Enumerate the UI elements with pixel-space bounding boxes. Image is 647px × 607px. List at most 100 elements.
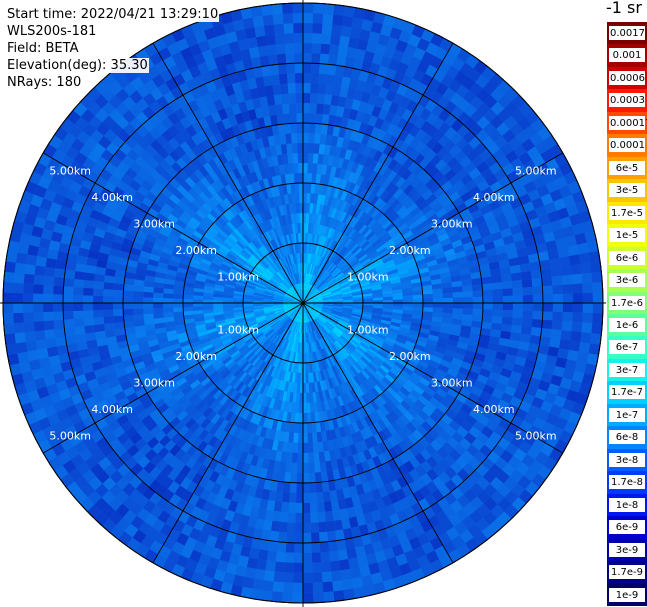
backscatter-cell [364,265,375,273]
backscatter-cell [327,319,337,327]
backscatter-cell [295,303,303,310]
backscatter-cell [160,346,172,355]
backscatter-cell [312,300,323,303]
backscatter-cell [315,421,322,433]
backscatter-cell [407,187,419,199]
backscatter-cell [452,291,463,298]
backscatter-cell [291,372,296,383]
backscatter-cell [266,44,277,56]
backscatter-cell [430,325,441,333]
backscatter-cell [213,299,223,303]
backscatter-cell [303,113,310,124]
backscatter-cell [382,256,393,264]
backscatter-cell [253,466,262,478]
backscatter-cell [153,312,164,319]
backscatter-cell [303,303,313,307]
backscatter-cell [130,349,142,359]
backscatter-cell [253,214,261,226]
backscatter-cell [309,274,314,285]
backscatter-cell [397,373,409,383]
backscatter-cell [361,394,371,405]
backscatter-cell [324,249,332,259]
backscatter-cell [271,520,280,532]
backscatter-cell [296,284,300,294]
backscatter-cell [318,521,327,533]
backscatter-cell [444,408,457,420]
backscatter-cell [294,223,299,234]
backscatter-cell [382,144,393,156]
backscatter-cell [33,312,44,322]
backscatter-cell [175,323,186,330]
backscatter-cell [255,370,263,381]
backscatter-cell [330,398,337,409]
backscatter-cell [346,434,355,446]
backscatter-cell [152,243,164,252]
backscatter-cell [481,276,492,285]
backscatter-cell [220,186,231,198]
backscatter-cell [303,300,313,303]
backscatter-cell [452,303,463,309]
backscatter-cell [332,306,343,309]
backscatter-cell [307,342,310,353]
backscatter-cell [333,407,341,419]
backscatter-cell [381,178,392,190]
backscatter-cell [184,224,196,235]
backscatter-cell [261,136,270,148]
backscatter-cell [94,323,105,333]
backscatter-cell [311,422,317,433]
backscatter-cell [280,316,289,324]
backscatter-cell [249,355,258,365]
backscatter-cell [380,120,391,133]
backscatter-cell [275,389,282,400]
backscatter-cell [220,335,232,343]
backscatter-cell [233,298,244,301]
backscatter-cell [229,389,239,401]
backscatter-cell [289,203,294,214]
backscatter-cell [340,190,348,201]
backscatter-cell [342,382,350,393]
backscatter-cell [153,287,164,294]
backscatter-cell [176,267,188,274]
backscatter-cell [342,296,353,299]
backscatter-cell [273,305,284,308]
backscatter-cell [292,331,296,342]
backscatter-cell [327,439,335,451]
backscatter-cell [462,291,473,298]
backscatter-cell [330,315,340,321]
backscatter-cell [336,136,345,148]
backscatter-cell [203,162,214,174]
backscatter-cell [318,204,324,215]
backscatter-cell [329,316,339,322]
backscatter-cell [309,310,317,319]
backscatter-cell [394,219,406,230]
backscatter-cell [408,220,420,231]
backscatter-cell [253,296,264,299]
backscatter-cell [280,282,289,290]
backscatter-cell [312,306,322,310]
backscatter-cell [303,73,311,84]
backscatter-cell [469,332,481,341]
backscatter-cell [318,314,328,322]
backscatter-cell [310,502,318,513]
backscatter-cell [425,193,437,205]
backscatter-cell [288,288,297,297]
backscatter-cell [244,207,253,219]
backscatter-cell [361,481,372,494]
backscatter-cell [436,146,449,160]
backscatter-cell [316,350,322,361]
backscatter-cell [407,393,418,404]
backscatter-cell [294,532,303,543]
backscatter-cell [286,330,292,341]
backscatter-cell [243,298,254,302]
backscatter-cell [219,419,229,431]
backscatter-cell [252,369,261,380]
backscatter-cell [327,206,334,218]
backscatter-cell [43,293,54,303]
backscatter-cell [273,261,281,271]
backscatter-cell [265,560,276,572]
backscatter-cell [389,184,400,196]
backscatter-cell [329,44,340,56]
backscatter-cell [270,366,277,378]
backscatter-cell [442,292,453,299]
backscatter-cell [145,174,158,186]
